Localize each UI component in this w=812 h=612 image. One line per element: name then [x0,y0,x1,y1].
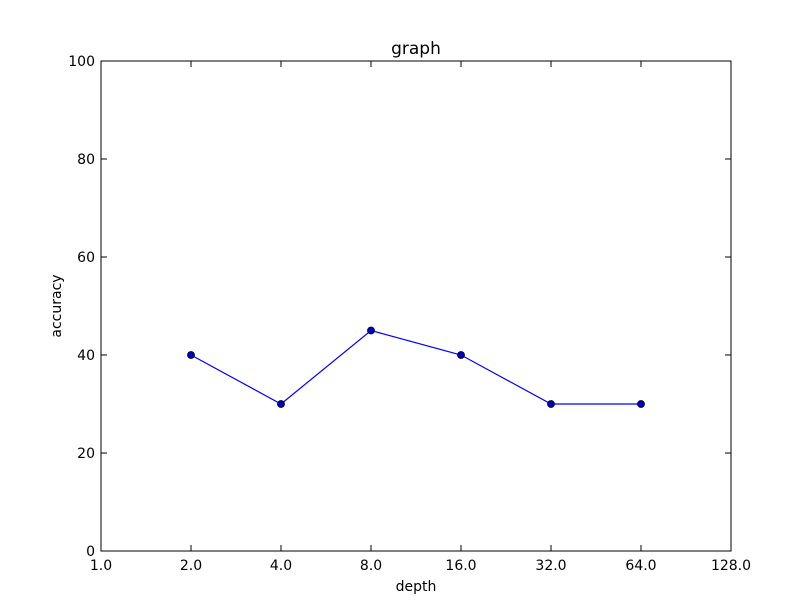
data-point [187,351,195,359]
data-point [547,400,555,408]
x-axis-label: depth [396,579,437,595]
y-tick-label: 60 [77,250,95,266]
series-group [187,326,645,408]
y-tick-label: 80 [77,152,95,168]
x-tick-label: 32.0 [535,558,566,574]
x-tick-label: 2.0 [180,558,202,574]
x-tick-label: 1.0 [90,558,112,574]
data-point [637,400,645,408]
data-point [367,326,375,335]
chart-title: graph [391,39,441,59]
plot-area [100,60,732,552]
data-point [457,351,465,359]
data-point [277,400,285,408]
x-tick-label: 128.0 [711,558,751,574]
y-tick-label: 40 [77,348,95,364]
x-tick-label: 4.0 [270,558,292,574]
y-tick-label: 0 [86,544,95,560]
y-tick-label: 100 [68,54,95,70]
x-axis: 1.0 2.0 4.0 8.0 16.0 32.0 64.0 128.0 [90,61,751,574]
y-tick-label: 20 [77,446,95,462]
x-tick-label: 64.0 [625,558,656,574]
series-line [190,329,641,405]
y-axis-label: accuracy [49,274,65,337]
x-tick-label: 8.0 [360,558,382,574]
x-tick-label: 16.0 [445,558,476,574]
y-axis: 0 20 40 60 80 100 [68,54,731,560]
